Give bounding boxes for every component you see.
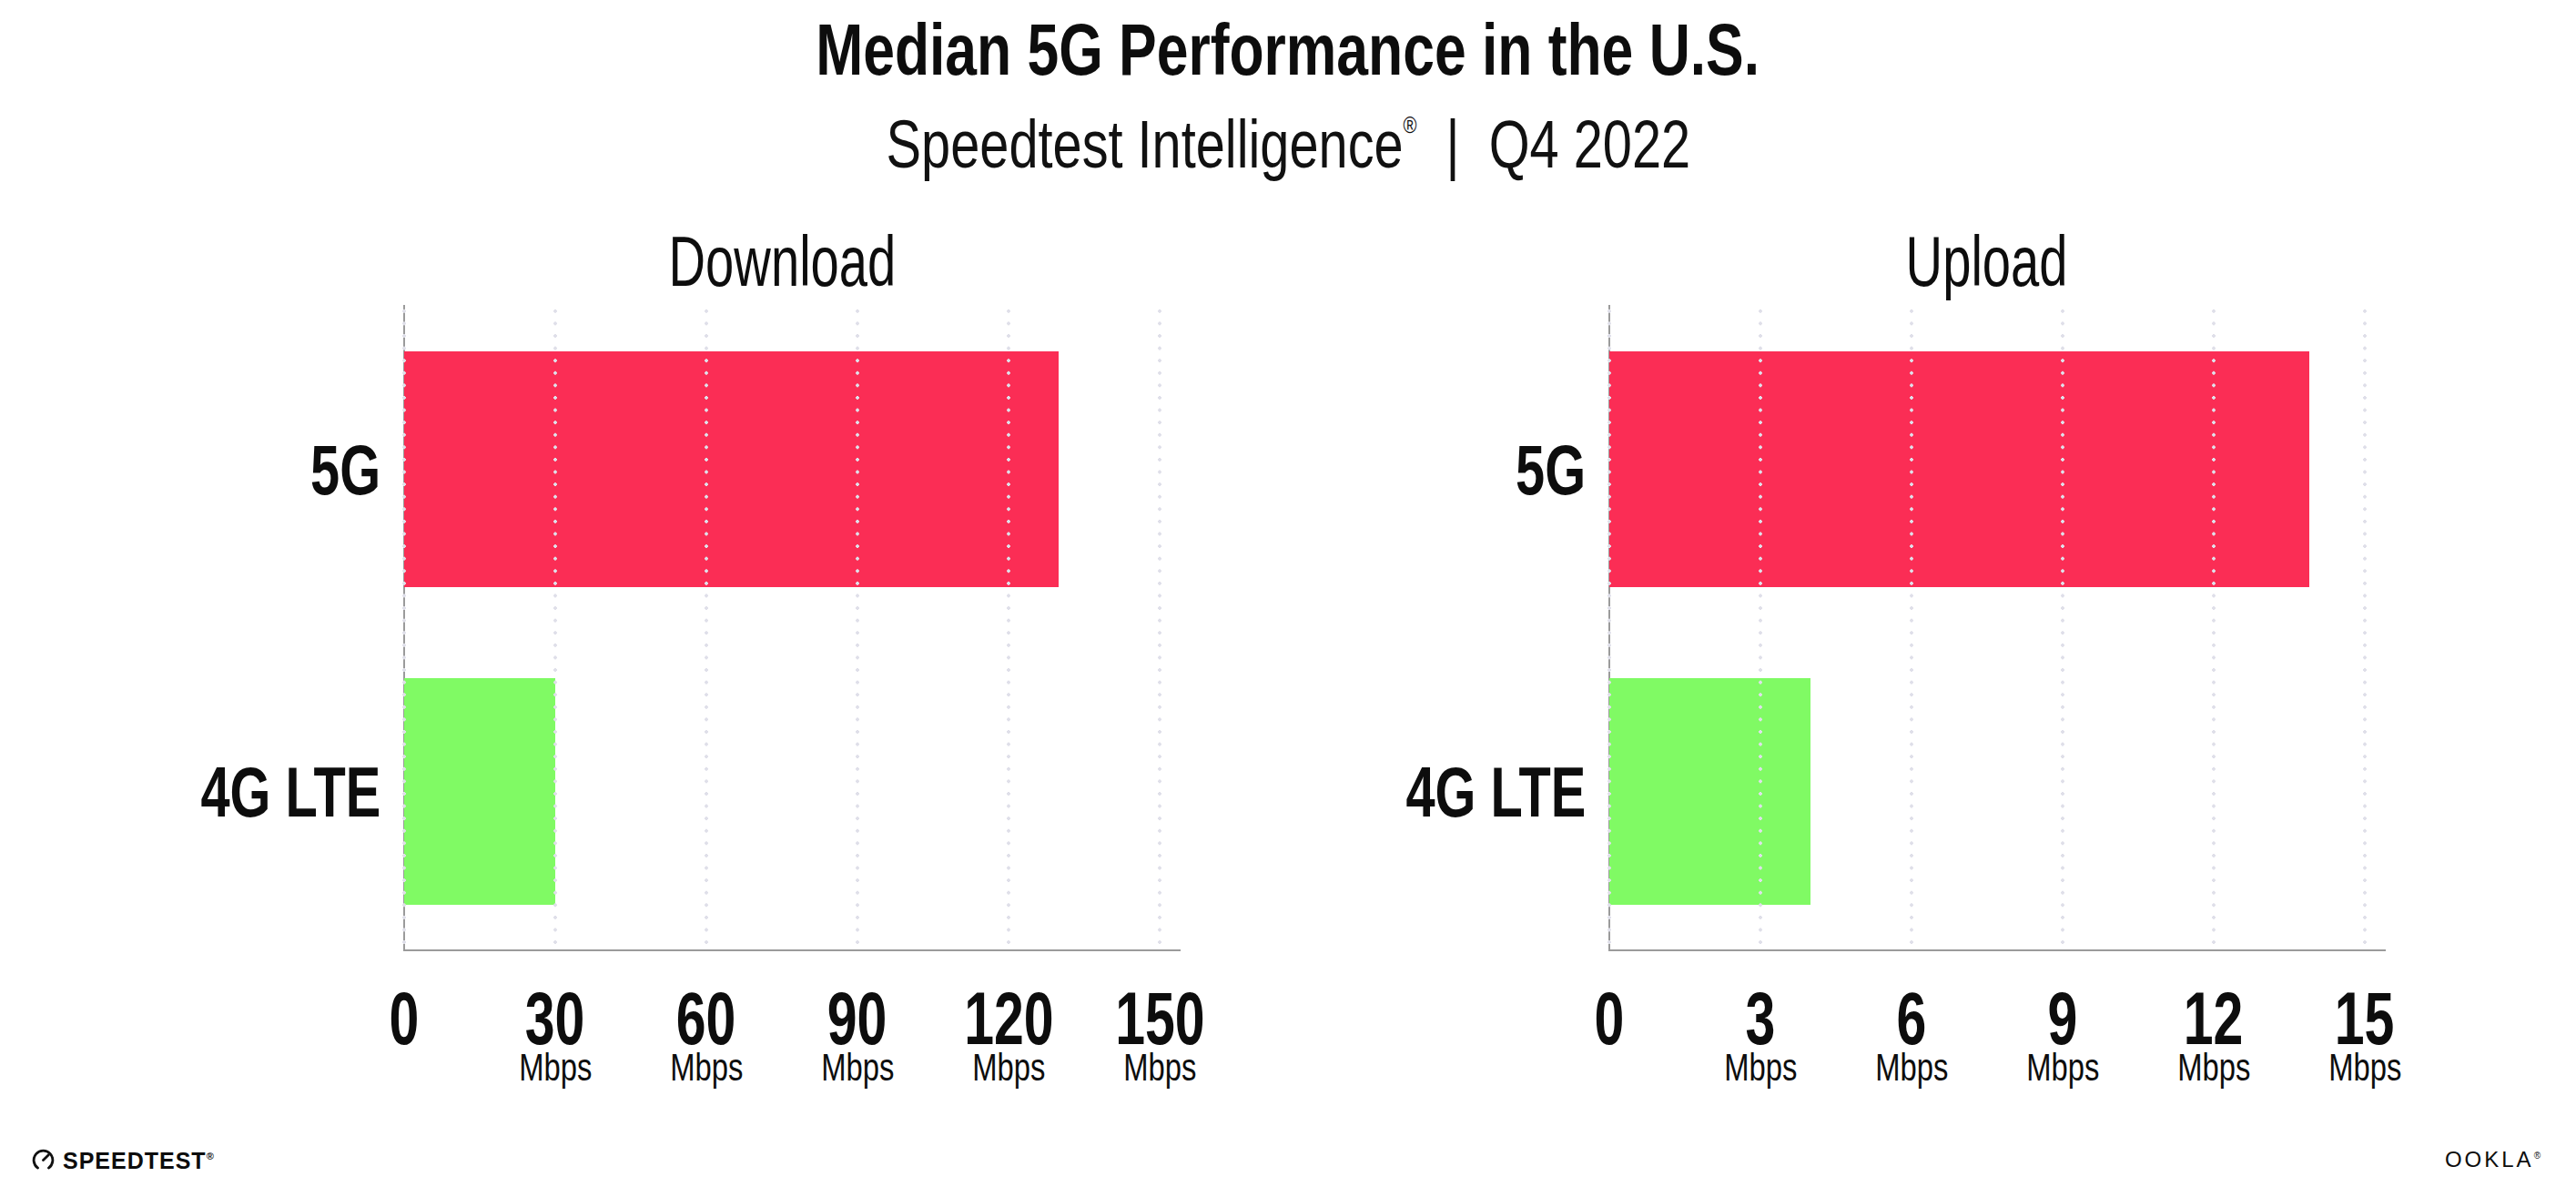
- gridline: [2363, 305, 2367, 949]
- ookla-logo: OOKLA®: [2445, 1147, 2543, 1172]
- x-tick-unit-text: Mbps: [2328, 1047, 2401, 1089]
- speedometer-gauge-icon: [31, 1147, 56, 1175]
- gridline: [1607, 305, 1611, 949]
- category-label: 4G LTE: [1222, 745, 1586, 839]
- ookla-logo-text: OOKLA: [2445, 1147, 2534, 1172]
- x-axis-line: [1608, 949, 2386, 951]
- x-tick-value: 12: [2184, 981, 2244, 1056]
- gridline: [1759, 305, 1762, 949]
- speedtest-logo: SPEEDTEST®: [31, 1142, 215, 1179]
- x-tick-value: 3: [1746, 981, 1776, 1056]
- gridline: [2212, 305, 2216, 949]
- upload-chart: Upload 5G4G LTE03Mbps6Mbps9Mbps12Mbps15M…: [0, 0, 2576, 1197]
- ookla-5g-performance-infographic: { "header": { "title": "Median 5G Perfor…: [0, 0, 2576, 1197]
- speedtest-logo-text: SPEEDTEST®: [63, 1148, 215, 1174]
- x-tick-unit-text: Mbps: [1724, 1047, 1797, 1089]
- bar-4g-lte: [1609, 678, 1810, 905]
- x-tick-value: 15: [2335, 981, 2395, 1056]
- x-tick-unit-text: Mbps: [2177, 1047, 2250, 1089]
- gridline: [2061, 305, 2064, 949]
- x-tick-value: 9: [2048, 981, 2078, 1056]
- x-tick-unit-text: Mbps: [1875, 1047, 1948, 1089]
- chart-title: Upload: [1668, 224, 2306, 299]
- gridline: [1910, 305, 1913, 949]
- x-tick-label: 15: [2265, 981, 2465, 1056]
- x-tick-value: 6: [1897, 981, 1927, 1056]
- x-tick-unit-text: Mbps: [2026, 1047, 2099, 1089]
- x-tick-value: 0: [1595, 981, 1625, 1056]
- bar-5g: [1609, 351, 2309, 587]
- category-label: 5G: [1222, 422, 1586, 517]
- registered-mark: ®: [207, 1151, 215, 1161]
- category-label-text: 5G: [1516, 422, 1586, 517]
- category-label-text: 4G LTE: [1405, 745, 1586, 839]
- registered-mark: ®: [2534, 1151, 2543, 1161]
- x-tick-unit: Mbps: [2265, 1047, 2465, 1089]
